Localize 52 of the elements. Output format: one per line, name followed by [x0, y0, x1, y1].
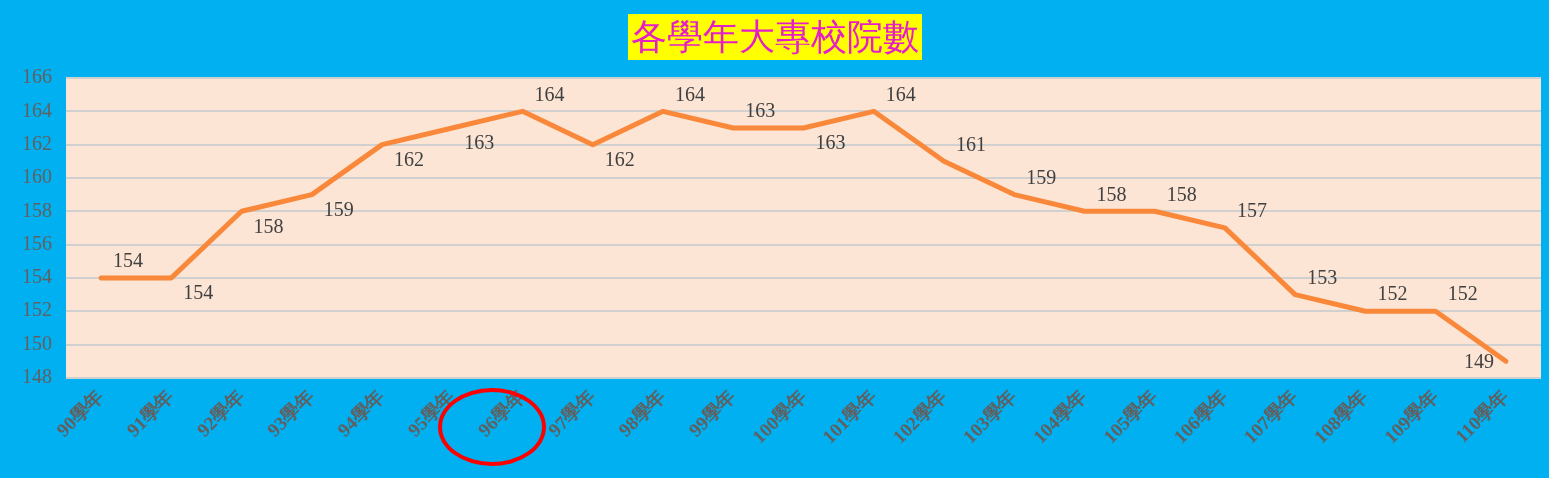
data-label: 149	[1463, 350, 1494, 373]
x-tick-label: 93學年	[262, 385, 319, 441]
data-label: 153	[1307, 265, 1338, 288]
x-tick-label: 109學年	[1380, 385, 1442, 448]
x-tick-label: 92學年	[192, 385, 248, 441]
y-tick-label: 162	[22, 131, 52, 154]
y-tick-label: 154	[22, 265, 52, 288]
y-tick-label: 164	[22, 98, 52, 121]
data-label: 163	[745, 99, 776, 122]
chart-title: 各學年大專校院數	[627, 14, 922, 60]
x-tick-label: 101學年	[818, 385, 881, 448]
x-tick-label: 99學年	[684, 385, 740, 441]
data-label: 164	[675, 82, 706, 105]
data-label: 159	[323, 197, 354, 220]
x-tick-label: 90學年	[52, 385, 108, 441]
data-label: 164	[885, 82, 916, 105]
x-tick-label: 110學年	[1451, 385, 1513, 447]
data-label: 152	[1377, 282, 1408, 305]
y-tick-label: 160	[22, 165, 52, 188]
y-tick-label: 152	[22, 298, 52, 321]
data-label: 162	[604, 147, 635, 170]
data-label: 164	[534, 82, 565, 105]
data-label: 163	[464, 131, 495, 154]
data-label: 152	[1447, 282, 1478, 305]
data-label: 162	[394, 147, 425, 170]
x-tick-label: 91學年	[122, 385, 178, 441]
data-label: 159	[1026, 165, 1057, 188]
data-label: 158	[1096, 182, 1127, 205]
x-tick-label: 102學年	[888, 385, 951, 448]
y-tick-label: 150	[22, 331, 52, 354]
y-tick-label: 156	[22, 231, 52, 254]
data-label: 163	[815, 131, 846, 154]
x-tick-label: 97學年	[543, 385, 600, 441]
x-tick-label: 104學年	[1028, 385, 1091, 448]
x-tick-label: 100學年	[747, 385, 810, 448]
data-label: 158	[1166, 182, 1197, 205]
x-tick-label: 106學年	[1169, 385, 1232, 448]
x-tick-label: 103學年	[958, 385, 1021, 448]
y-tick-label: 148	[22, 365, 52, 388]
x-tick-label: 107學年	[1239, 385, 1302, 448]
data-label: 161	[955, 132, 986, 155]
data-label: 157	[1236, 199, 1267, 222]
data-label: 158	[253, 214, 284, 237]
x-tick-label: 105學年	[1099, 385, 1161, 448]
y-tick-label: 166	[22, 65, 52, 88]
x-tick-label: 108學年	[1309, 385, 1372, 448]
y-tick-label: 158	[22, 198, 52, 221]
x-tick-label: 94學年	[333, 385, 389, 441]
data-label: 154	[113, 249, 144, 272]
x-tick-label: 95學年	[403, 385, 459, 441]
x-tick-label: 98學年	[614, 385, 670, 441]
data-label: 154	[183, 281, 214, 304]
